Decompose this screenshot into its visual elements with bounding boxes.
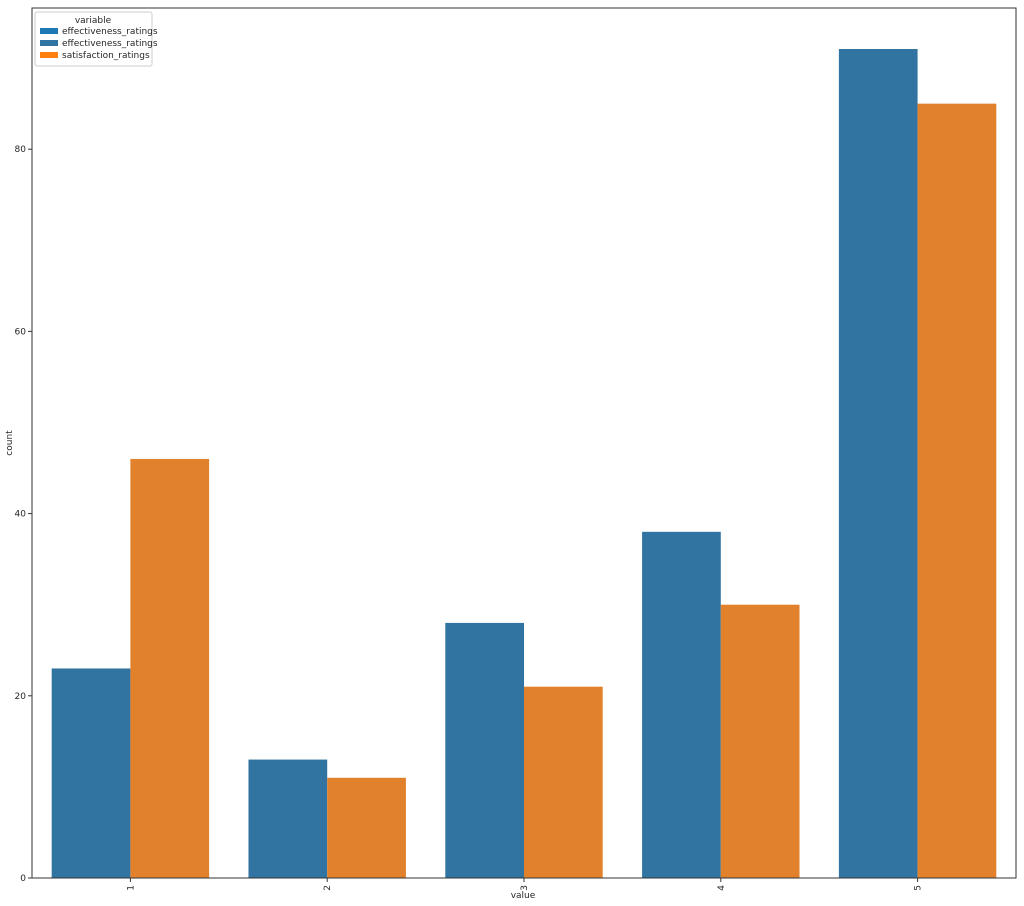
y-tick-label-20: 20 bbox=[15, 692, 27, 702]
bar-effectiveness-2 bbox=[248, 759, 328, 878]
bar-effectiveness-4 bbox=[642, 531, 721, 878]
legend-swatch-3 bbox=[40, 52, 58, 58]
legend-label-1: effectiveness_ratings bbox=[62, 27, 158, 37]
bars-layer bbox=[51, 48, 997, 879]
x-tick-label-2: 2 bbox=[323, 885, 333, 891]
bar-satisfaction-3 bbox=[524, 686, 603, 878]
x-axis-label: value bbox=[511, 891, 536, 901]
y-tick-label-80: 80 bbox=[15, 145, 27, 155]
legend-label-2: effectiveness_ratings bbox=[62, 39, 158, 49]
bar-effectiveness-5 bbox=[838, 48, 918, 879]
legend-swatch-1 bbox=[40, 28, 58, 34]
y-axis-label: count bbox=[5, 430, 15, 456]
legend-swatch-2 bbox=[40, 40, 58, 46]
y-tick-label-60: 60 bbox=[15, 327, 27, 337]
bar-effectiveness-1 bbox=[51, 668, 131, 878]
legend: variable effectiveness_ratingseffectiven… bbox=[34, 11, 158, 67]
y-tick-label-0: 0 bbox=[20, 874, 26, 884]
bar-satisfaction-1 bbox=[130, 458, 210, 878]
legend-title: variable bbox=[75, 16, 112, 26]
ticks-layer: 0 20 40 60 80 1 2 3 4 5 bbox=[15, 145, 924, 891]
bar-satisfaction-4 bbox=[720, 604, 800, 878]
legend-frame bbox=[34, 11, 153, 67]
x-tick-label-5: 5 bbox=[914, 885, 924, 891]
x-tick-label-3: 3 bbox=[520, 885, 530, 891]
bar-satisfaction-5 bbox=[917, 103, 997, 878]
bar-satisfaction-2 bbox=[327, 777, 406, 878]
y-tick-label-40: 40 bbox=[15, 510, 27, 520]
legend-label-3: satisfaction_ratings bbox=[62, 51, 150, 61]
x-tick-label-4: 4 bbox=[717, 885, 727, 891]
bar-effectiveness-3 bbox=[445, 622, 524, 878]
x-tick-label-1: 1 bbox=[126, 885, 136, 891]
legend-entries: effectiveness_ratings effectiveness_ratin… bbox=[40, 27, 158, 61]
